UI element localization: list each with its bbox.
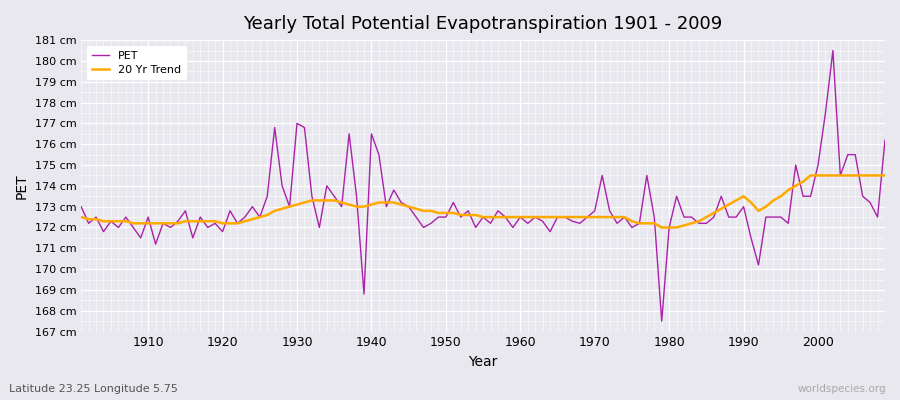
20 Yr Trend	[299, 200, 310, 205]
PET	[76, 204, 86, 209]
PET	[604, 208, 615, 213]
PET	[879, 138, 890, 142]
PET	[508, 225, 518, 230]
20 Yr Trend	[515, 215, 526, 220]
20 Yr Trend	[879, 173, 890, 178]
Text: Latitude 23.25 Longitude 5.75: Latitude 23.25 Longitude 5.75	[9, 384, 178, 394]
20 Yr Trend	[344, 202, 355, 207]
Legend: PET, 20 Yr Trend: PET, 20 Yr Trend	[86, 46, 186, 80]
Line: PET: PET	[81, 50, 885, 321]
20 Yr Trend	[806, 173, 816, 178]
PET	[656, 319, 667, 324]
20 Yr Trend	[604, 215, 615, 220]
PET	[299, 125, 310, 130]
PET	[344, 131, 355, 136]
PET	[515, 215, 526, 220]
Line: 20 Yr Trend: 20 Yr Trend	[81, 176, 885, 228]
20 Yr Trend	[135, 221, 146, 226]
PET	[827, 48, 838, 53]
20 Yr Trend	[76, 215, 86, 220]
Text: worldspecies.org: worldspecies.org	[798, 384, 886, 394]
PET	[135, 236, 146, 240]
20 Yr Trend	[508, 215, 518, 220]
Title: Yearly Total Potential Evapotranspiration 1901 - 2009: Yearly Total Potential Evapotranspiratio…	[244, 15, 723, 33]
20 Yr Trend	[656, 225, 667, 230]
Y-axis label: PET: PET	[15, 173, 29, 199]
X-axis label: Year: Year	[468, 355, 498, 369]
